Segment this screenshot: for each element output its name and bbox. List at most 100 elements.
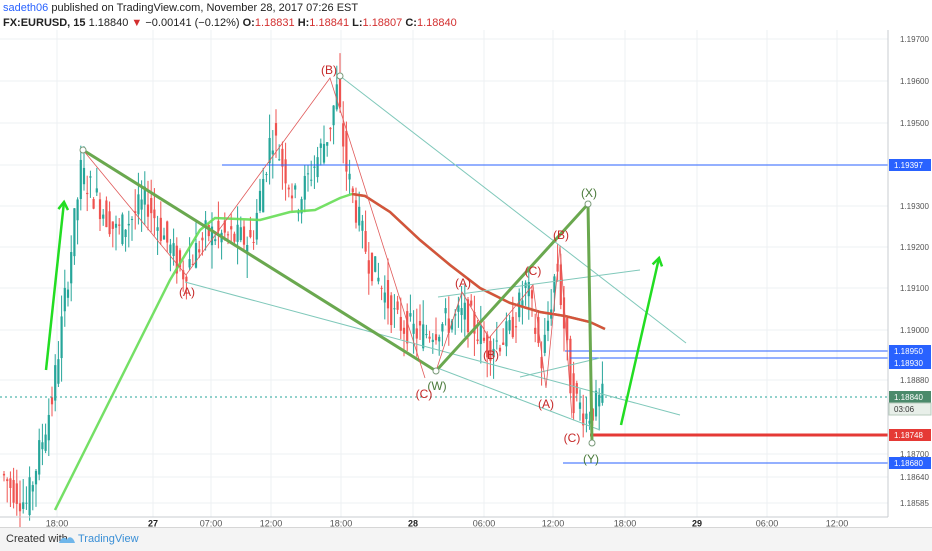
candle-body xyxy=(73,208,76,257)
candle-body xyxy=(246,245,249,255)
candle-body xyxy=(233,233,236,242)
candle-body xyxy=(319,143,322,148)
wave-label: (B) xyxy=(483,348,499,362)
x-tick-label: 18:00 xyxy=(46,518,69,528)
y-tick-label: 1.19100 xyxy=(900,284,929,293)
candle-body xyxy=(207,225,210,237)
candle-body xyxy=(457,305,460,312)
candle-body xyxy=(18,503,22,512)
candle-body xyxy=(114,223,118,228)
candle-body xyxy=(393,308,396,310)
candle-body xyxy=(428,336,431,339)
candle-body xyxy=(310,179,313,181)
x-tick-label: 06:00 xyxy=(473,518,496,528)
candle-body xyxy=(22,502,25,509)
candle-body xyxy=(361,220,364,231)
candle-body xyxy=(562,297,566,329)
candle-body xyxy=(76,199,79,221)
x-tick-label: 12:00 xyxy=(826,518,849,528)
candle-body xyxy=(63,287,66,312)
candle-body xyxy=(9,478,12,488)
fast-moving-average xyxy=(53,192,606,511)
candle-body xyxy=(162,235,166,240)
wave-label: (B) xyxy=(321,63,337,77)
candle-body xyxy=(111,221,114,229)
candle-body xyxy=(185,276,188,282)
candle-body xyxy=(92,199,95,209)
candle-body xyxy=(191,263,194,265)
candle-body xyxy=(47,414,50,441)
price-tag xyxy=(889,391,931,403)
candle-body xyxy=(572,373,575,414)
candle-body xyxy=(268,137,271,164)
published-text: published on TradingView.com, November 2… xyxy=(51,2,359,14)
y-tick-label: 1.18700 xyxy=(900,450,929,459)
y-tick-label: 1.19200 xyxy=(900,243,929,252)
candle-body xyxy=(514,326,518,328)
candlestick-series xyxy=(2,53,604,535)
candle-body xyxy=(479,325,482,344)
arrow-head-icon xyxy=(57,199,70,211)
tradingview-logo-icon[interactable] xyxy=(58,533,76,551)
price-tag-label: 03:06 xyxy=(894,405,915,414)
candle-body xyxy=(66,289,70,298)
candle-body xyxy=(598,394,601,407)
candle-body xyxy=(172,243,175,257)
candle-body xyxy=(271,150,274,155)
candle-body xyxy=(300,199,303,214)
candle-body xyxy=(79,159,82,199)
candle-body xyxy=(482,337,486,341)
candle-body xyxy=(156,227,159,231)
symbol-label: FX:EURUSD, 15 xyxy=(3,17,86,29)
candle-body xyxy=(223,220,226,233)
price-tag-label: 1.18748 xyxy=(894,431,923,440)
candle-body xyxy=(585,413,588,420)
candle-body xyxy=(105,200,108,228)
candle-body xyxy=(374,256,377,272)
candle-body xyxy=(508,320,511,331)
candle-body xyxy=(262,178,265,213)
y-tick-label: 1.19000 xyxy=(900,326,929,335)
candle-body xyxy=(578,402,582,409)
candle-body xyxy=(124,229,127,238)
candle-body xyxy=(2,473,6,476)
candle-body xyxy=(527,281,530,297)
candle-body xyxy=(588,420,591,424)
price-tag-label: 1.18840 xyxy=(894,393,923,402)
candle-body xyxy=(290,195,294,199)
wave-label: (B) xyxy=(553,228,569,242)
y-tick-label: 1.19700 xyxy=(900,35,929,44)
candle-body xyxy=(335,84,338,110)
candle-body xyxy=(265,174,268,176)
candle-body xyxy=(86,192,89,195)
candle-body xyxy=(338,75,342,108)
trend-line xyxy=(184,281,681,416)
candle-body xyxy=(226,234,230,236)
candle-body xyxy=(6,479,9,482)
candle-body xyxy=(316,157,319,178)
candle-body xyxy=(297,212,300,214)
candle-body xyxy=(418,321,422,326)
trend-line xyxy=(439,368,601,431)
candle-body xyxy=(54,365,57,401)
candle-body xyxy=(438,336,441,342)
candle-body xyxy=(169,244,172,254)
x-tick-label: 27 xyxy=(148,518,158,528)
y-tick-label: 1.18585 xyxy=(900,499,929,508)
candle-body xyxy=(50,397,54,405)
candle-body xyxy=(242,226,246,245)
price-tag xyxy=(889,457,931,469)
price-tag xyxy=(889,429,931,441)
wave-wxy-line xyxy=(82,148,594,444)
candle-body xyxy=(159,217,162,241)
wave-label: (A) xyxy=(538,397,554,411)
candle-body xyxy=(399,316,402,331)
author-link[interactable]: sadeth06 xyxy=(3,2,49,14)
tradingview-brand-link[interactable]: TradingView xyxy=(78,533,139,545)
pivot-marker xyxy=(588,439,596,447)
y-tick-label: 1.19500 xyxy=(900,119,929,128)
symbol-line: FX:EURUSD, 15 1.18840 ▼ −0.00141 (−0.12%… xyxy=(3,17,457,29)
candle-body xyxy=(348,173,351,180)
candle-body xyxy=(342,123,345,147)
